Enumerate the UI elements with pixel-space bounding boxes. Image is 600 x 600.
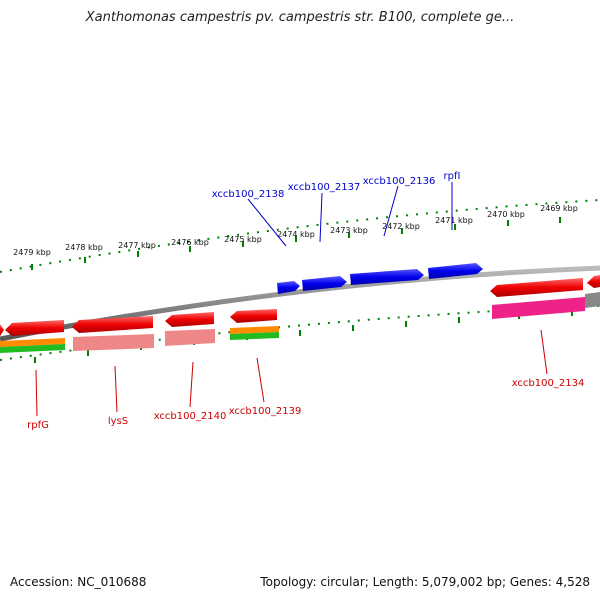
gene-arrow-xccb100-2139[interactable]	[230, 309, 277, 323]
gene-label-xccb100-2134[interactable]: xccb100_2134	[512, 378, 585, 389]
gene-label-xccb100-2136[interactable]: xccb100_2136	[363, 176, 436, 187]
green-feature-track	[0, 332, 279, 353]
gene-arrow-xccb100-2138[interactable]	[277, 281, 300, 294]
gene-label-xccb100-2138[interactable]: xccb100_2138	[212, 189, 285, 200]
kbp-label: 2471 kbp	[435, 216, 473, 225]
kbp-label: 2478 kbp	[65, 243, 103, 252]
gene-arrow-xccb100-2140[interactable]	[165, 312, 214, 327]
accession-label: Accession: NC_010688	[10, 575, 147, 589]
reverse-gene-labels: rpfG lysS xccb100_2140 xccb100_2139 xccb…	[27, 329, 585, 431]
gene-arrow-edge-left[interactable]	[0, 324, 4, 336]
gene-label-rpfI[interactable]: rpfI	[444, 171, 461, 182]
magenta-feature-track	[492, 292, 600, 319]
gene-label-xccb100-2137[interactable]: xccb100_2137	[288, 182, 361, 193]
outer-tick-scale: 2479 kbp 2478 kbp 2477 kbp 2476 kbp 2475…	[0, 199, 600, 273]
reverse-cds-track	[0, 275, 600, 336]
gene-label-xccb100-2139[interactable]: xccb100_2139	[229, 406, 302, 417]
gene-label-lysS[interactable]: lysS	[108, 416, 128, 427]
kbp-label: 2477 kbp	[118, 241, 156, 250]
kbp-label: 2476 kbp	[171, 238, 209, 247]
genome-summary: Topology: circular; Length: 5,079,002 bp…	[260, 575, 590, 589]
gene-arrow-xccb100-2137[interactable]	[302, 276, 347, 291]
pink-feature-track	[73, 329, 215, 351]
kbp-label: 2469 kbp	[540, 204, 578, 213]
kbp-label: 2475 kbp	[224, 235, 262, 244]
kbp-label: 2479 kbp	[13, 248, 51, 257]
gene-arrow-lysS[interactable]	[72, 316, 153, 333]
forward-gene-labels: xccb100_2138 xccb100_2137 xccb100_2136 r…	[212, 171, 461, 247]
gene-label-xccb100-2140[interactable]: xccb100_2140	[154, 411, 227, 422]
kbp-label: 2472 kbp	[382, 222, 420, 231]
forward-cds-track	[277, 263, 483, 294]
gene-arrow-rpfI[interactable]	[428, 263, 483, 279]
genome-title: Xanthomonas campestris pv. campestris st…	[85, 10, 515, 25]
gene-arrow-xccb100-2134[interactable]	[490, 278, 583, 297]
kbp-label: 2474 kbp	[277, 230, 315, 239]
gene-arrow-edge-right[interactable]	[587, 275, 600, 288]
gene-label-rpfG[interactable]: rpfG	[27, 420, 49, 431]
gene-arrow-xccb100-2136[interactable]	[350, 269, 424, 285]
gene-arrow-rpfG[interactable]	[5, 320, 64, 336]
kbp-label: 2470 kbp	[487, 210, 525, 219]
kbp-label: 2473 kbp	[330, 226, 368, 235]
